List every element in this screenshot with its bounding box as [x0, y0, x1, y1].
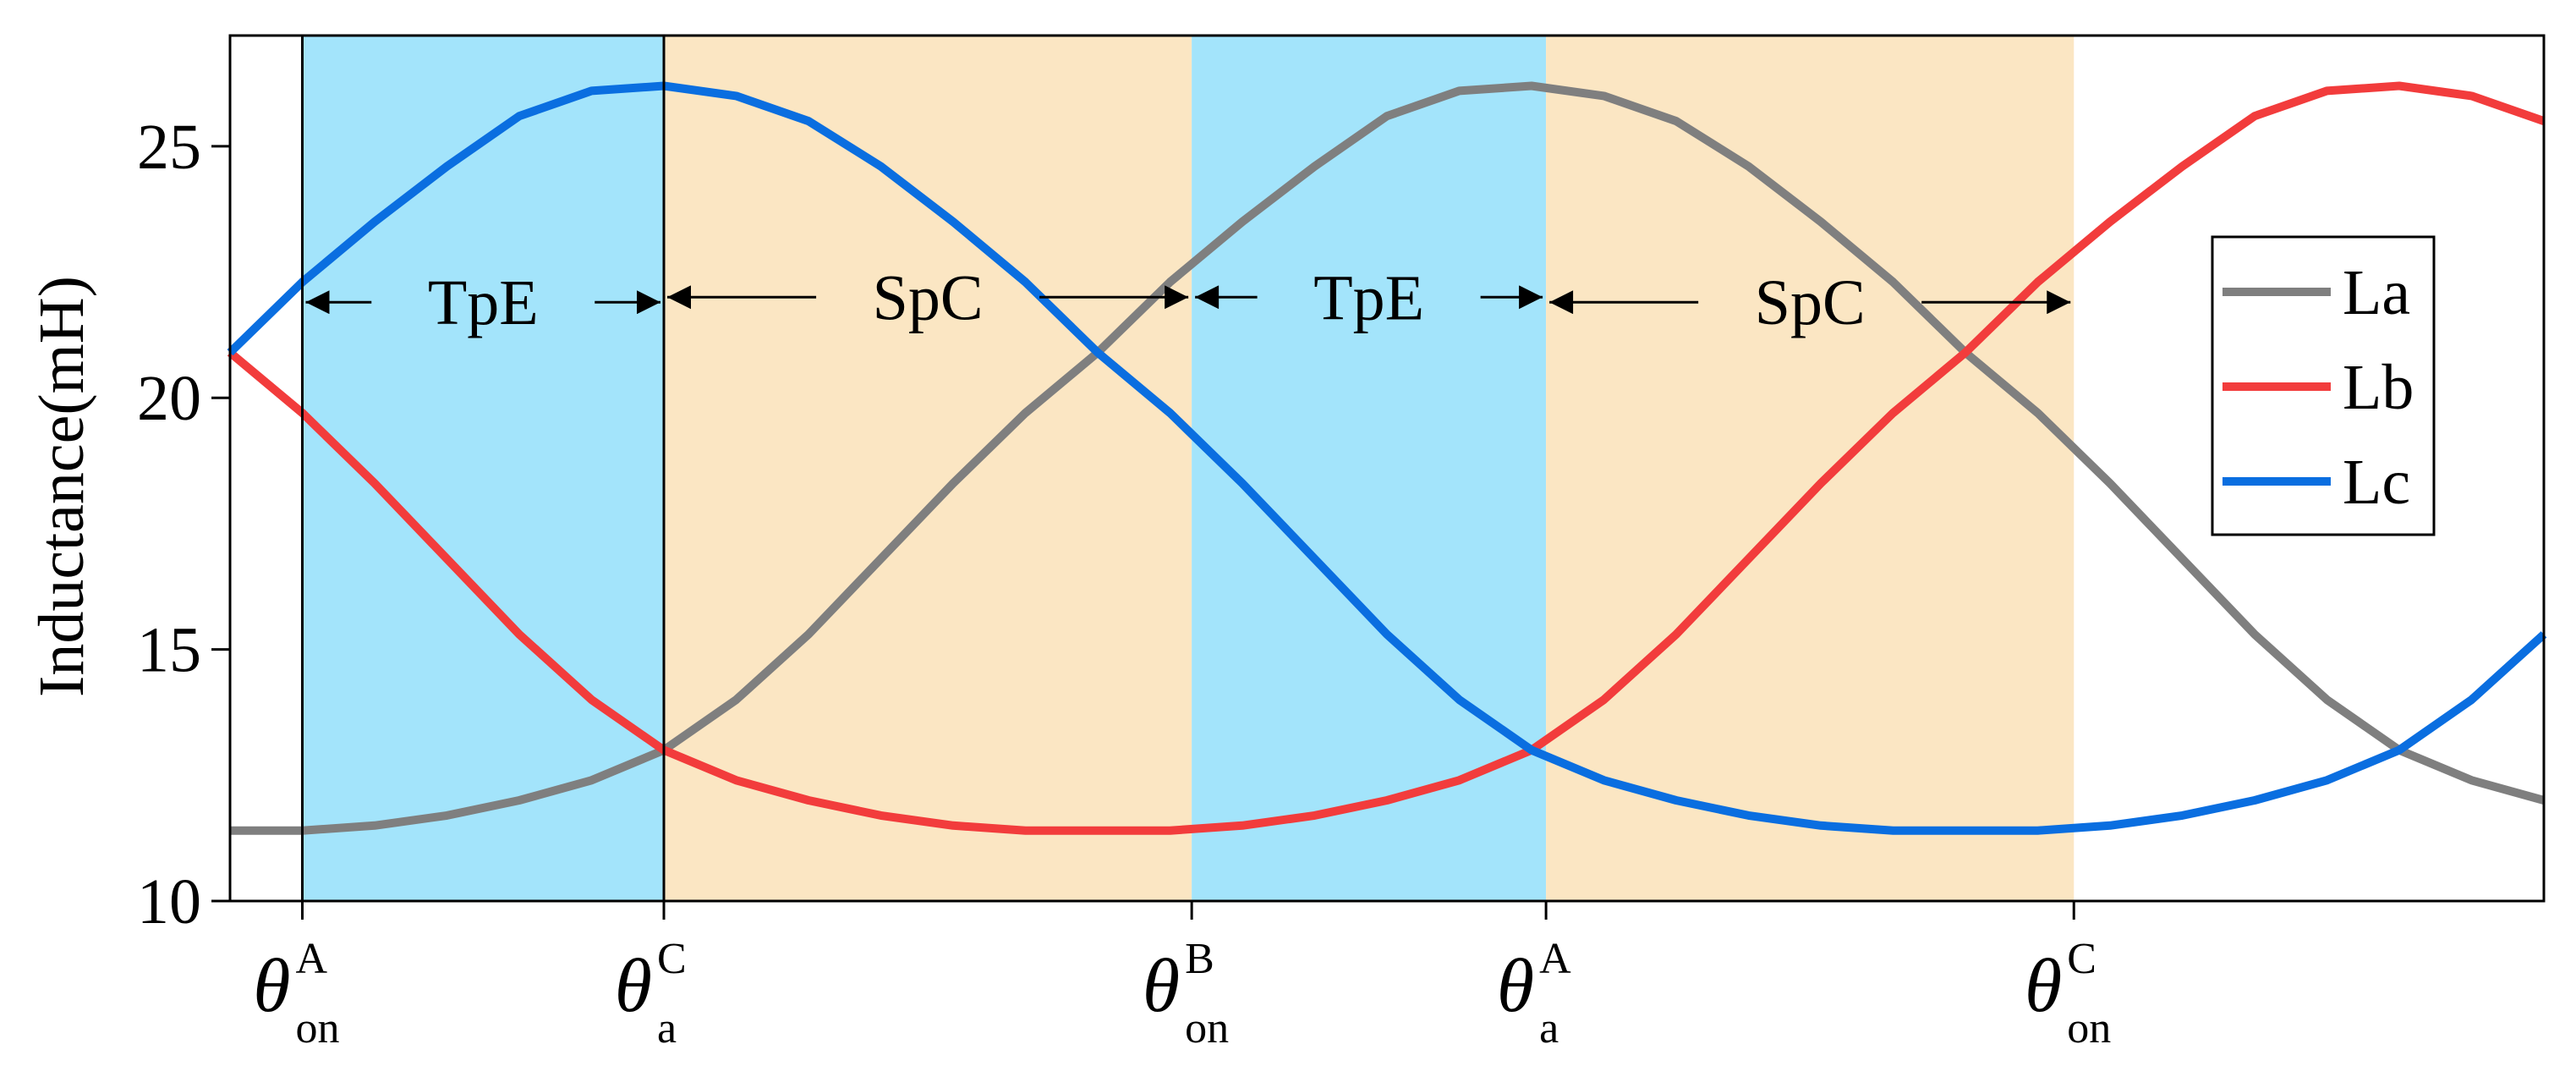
- theta-symbol: θ: [1143, 944, 1180, 1028]
- plot-border: [228, 34, 2546, 903]
- region-label-tpe-2: TpE: [1313, 262, 1424, 333]
- legend-label-lb: Lb: [2343, 352, 2414, 423]
- x-tick-label-3: θ Aa: [1497, 935, 1571, 1052]
- theta-superscript: C: [2067, 935, 2096, 983]
- region-bands: [302, 36, 2075, 901]
- theta-symbol: θ: [253, 944, 290, 1028]
- y-axis: 10 15 20 25: [137, 112, 230, 937]
- legend-label-la: La: [2343, 257, 2410, 328]
- region-band-spc-3: [1546, 36, 2075, 901]
- y-tick-label-15: 15: [137, 615, 201, 686]
- theta-subscript: a: [1539, 1004, 1559, 1052]
- region-label-spc-1: SpC: [873, 262, 984, 333]
- theta-superscript: C: [657, 935, 687, 983]
- series-line-la: [230, 81, 2546, 835]
- region-arrows: TpE SpC TpE SpC: [305, 262, 2071, 338]
- series-lines: [227, 81, 2547, 835]
- theta-symbol: θ: [615, 944, 652, 1028]
- theta-symbol: θ: [2025, 944, 2062, 1028]
- region-label-spc-3: SpC: [1755, 267, 1866, 338]
- theta-symbol: θ: [1497, 944, 1534, 1028]
- region-band-spc-1: [664, 36, 1192, 901]
- y-axis-title: Inductance(mH): [26, 276, 97, 697]
- y-tick-label-10: 10: [137, 866, 201, 937]
- series-line-lb: [227, 81, 2546, 835]
- x-tick-label-1: θ Ca: [615, 935, 687, 1052]
- theta-superscript: B: [1185, 935, 1214, 983]
- plot-frame: [228, 34, 2546, 903]
- legend: La Lb Lc: [2211, 235, 2436, 536]
- theta-subscript: on: [2067, 1004, 2111, 1052]
- theta-superscript: A: [1539, 935, 1571, 983]
- x-tick-label-2: θ Bon: [1143, 935, 1229, 1052]
- theta-subscript: on: [1185, 1004, 1229, 1052]
- legend-label-lc: Lc: [2343, 447, 2410, 518]
- x-tick-label-0: θ Aon: [253, 935, 339, 1052]
- theta-subscript: a: [657, 1004, 677, 1052]
- theta-superscript: A: [296, 935, 328, 983]
- x-tick-label-4: θ Con: [2025, 935, 2111, 1052]
- region-band-tpe-2: [1192, 36, 1547, 901]
- y-tick-label-25: 25: [137, 112, 201, 183]
- series-line-lc: [227, 81, 2547, 835]
- region-label-tpe-0: TpE: [428, 267, 539, 338]
- y-tick-label-20: 20: [137, 363, 201, 434]
- theta-subscript: on: [296, 1004, 340, 1052]
